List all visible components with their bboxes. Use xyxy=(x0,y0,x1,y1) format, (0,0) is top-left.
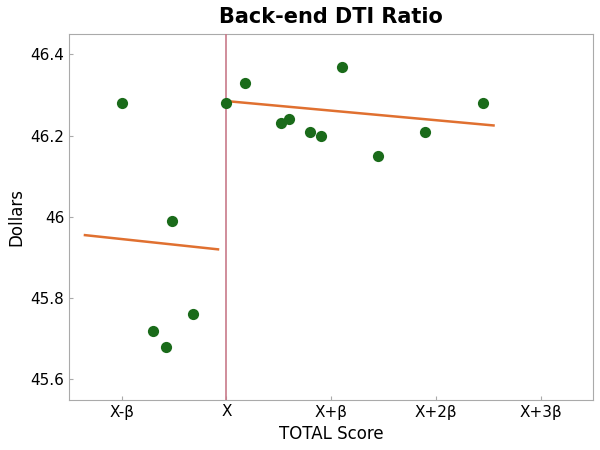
Point xyxy=(241,79,250,86)
Point xyxy=(117,99,127,107)
Point xyxy=(316,132,325,139)
Y-axis label: Dollars: Dollars xyxy=(7,188,25,246)
Point xyxy=(373,152,383,159)
Point xyxy=(161,343,170,351)
Point xyxy=(421,128,430,135)
Point xyxy=(337,63,346,70)
Title: Back-end DTI Ratio: Back-end DTI Ratio xyxy=(219,7,443,27)
Point xyxy=(221,99,231,107)
Point xyxy=(276,120,286,127)
Point xyxy=(478,99,488,107)
Point xyxy=(148,327,158,334)
Point xyxy=(188,311,197,318)
Point xyxy=(284,116,294,123)
X-axis label: TOTAL Score: TOTAL Score xyxy=(279,425,383,443)
Point xyxy=(167,217,177,225)
Point xyxy=(305,128,315,135)
